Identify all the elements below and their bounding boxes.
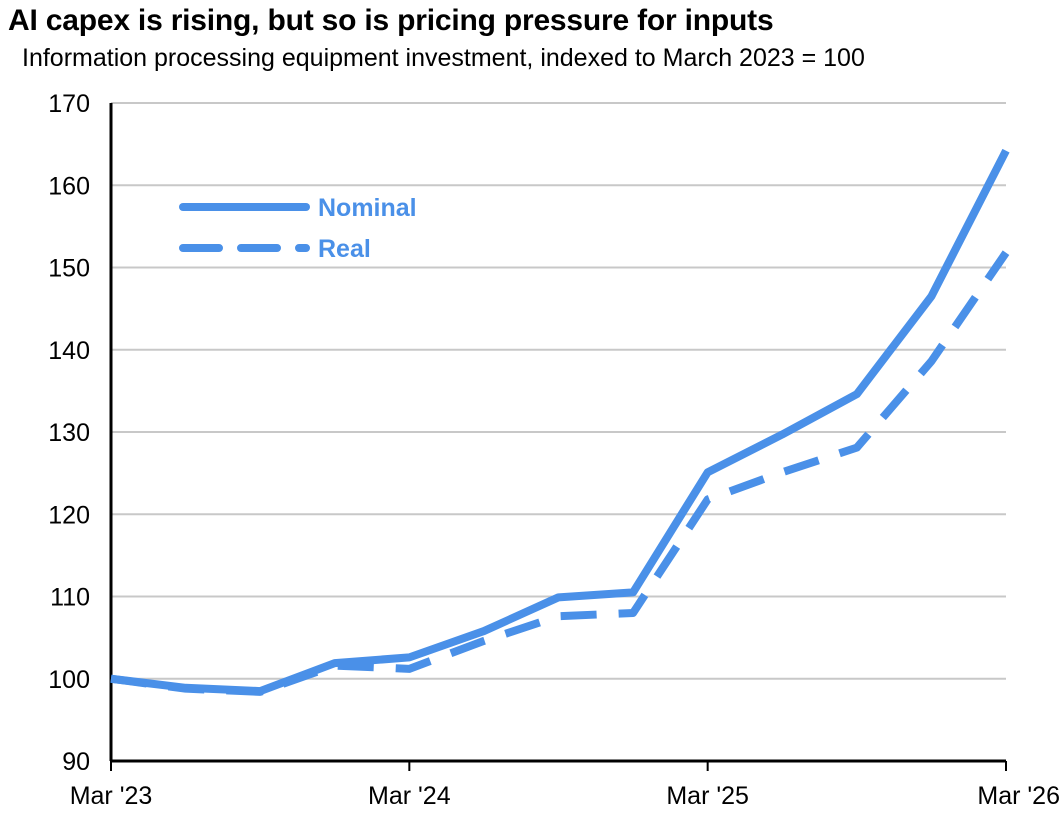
y-tick-label: 150 — [48, 255, 90, 283]
legend-label-nominal: Nominal — [318, 194, 417, 222]
series-lines — [110, 148, 1010, 696]
y-tick-label: 90 — [62, 748, 90, 776]
x-tick-label: Mar '25 — [666, 782, 749, 810]
x-tick-label: Mar '23 — [70, 782, 153, 810]
y-tick-label: 170 — [48, 90, 90, 118]
x-tick-label: Mar '24 — [368, 782, 451, 810]
chart-title: AI capex is rising, but so is pricing pr… — [8, 4, 774, 37]
legend: Nominal Real — [179, 194, 417, 263]
y-axis-ticks: 90 100 110 120 130 140 150 160 170 — [48, 90, 90, 776]
gridlines — [111, 102, 1006, 680]
y-tick-label: 140 — [48, 337, 90, 365]
axes — [109, 103, 1007, 771]
y-tick-label: 120 — [48, 501, 90, 529]
x-axis-ticks: Mar '23 Mar '24 Mar '25 Mar '26 — [70, 782, 1060, 810]
series-line-nominal — [110, 148, 1010, 696]
y-tick-label: 160 — [48, 172, 90, 200]
chart-subtitle: Information processing equipment investm… — [22, 44, 865, 72]
y-tick-label: 110 — [50, 584, 90, 612]
series-line-real — [110, 250, 1010, 696]
y-tick-label: 130 — [48, 419, 90, 447]
legend-label-real: Real — [318, 235, 371, 263]
y-tick-label: 100 — [48, 666, 90, 694]
x-tick-label: Mar '26 — [977, 782, 1060, 810]
